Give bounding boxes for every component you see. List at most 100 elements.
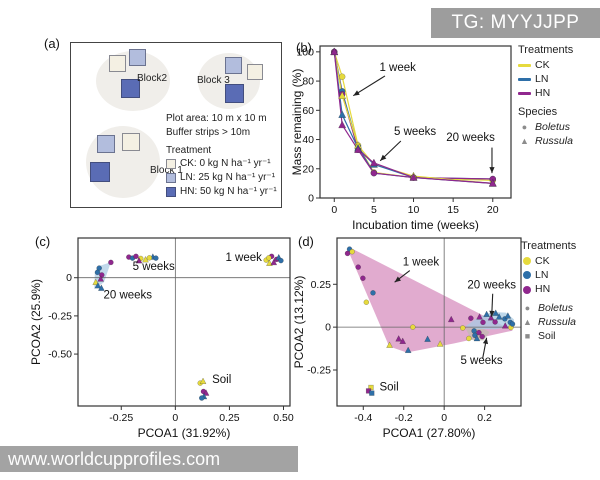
- data-point: [94, 269, 101, 276]
- ck-legend-label: CK: 0 kg N ha⁻¹ yr⁻¹: [180, 158, 271, 169]
- legend-panel-b: Treatments CK LN HN Species ● Boletus ▲ …: [518, 42, 573, 149]
- plot-box: [336, 237, 522, 407]
- data-point: [94, 281, 102, 289]
- y-tick-label: 0: [325, 322, 331, 334]
- data-point: [370, 290, 376, 296]
- data-point: [369, 158, 378, 167]
- data-point: [509, 321, 516, 327]
- data-point: [344, 250, 351, 257]
- y-tick-label: -0.50: [48, 349, 72, 361]
- cluster-label: 20 weeks: [103, 289, 152, 301]
- treatment-legend-title: Treatment: [166, 145, 212, 156]
- data-point: [399, 337, 407, 344]
- legend-d-ln-label: LN: [535, 268, 549, 281]
- x-tick-label: 0.50: [273, 412, 294, 424]
- annotation-label: 5 weeks: [460, 355, 502, 367]
- data-point: [266, 255, 272, 261]
- legend-panel-d: Treatments CK LN HN ● Boletus ▲ Russula …: [521, 238, 576, 345]
- y-tick-label: 60: [302, 105, 314, 117]
- data-point: [278, 257, 284, 264]
- buffer-strips-text: Buffer strips > 10m: [166, 127, 251, 138]
- data-point: [472, 332, 478, 339]
- cluster-label: 5 weeks: [133, 261, 175, 273]
- data-point: [488, 178, 497, 187]
- hn-swatch: [166, 186, 176, 197]
- data-point: [471, 328, 477, 334]
- data-point: [370, 169, 378, 177]
- data-point: [487, 313, 495, 321]
- y-axis-label: PCOA2 (13.12%): [292, 276, 306, 369]
- data-point: [97, 275, 105, 282]
- data-point: [199, 377, 207, 385]
- treatment-legend-ln: LN: 25 kg N ha⁻¹ yr⁻¹: [166, 172, 275, 183]
- x-tick-label: -0.25: [109, 412, 133, 424]
- block3-ln-plot: [225, 57, 242, 74]
- legend-b-russula-label: Russula: [535, 135, 573, 147]
- data-point: [349, 248, 355, 255]
- legend-b-item-ck: CK: [518, 59, 573, 72]
- data-point: [97, 284, 105, 291]
- data-point: [355, 264, 361, 270]
- legend-b-item-boletus: ● Boletus: [518, 121, 573, 134]
- legend-d-item-ln: LN: [521, 269, 576, 282]
- panel-c-pcoa-chart: -0.25 0 0.25 0.50 0 -0.25 -0.50 PCOA1 (31.92%) P…: [29, 234, 294, 440]
- boletus-circle-icon: ●: [524, 303, 531, 314]
- panel-label: (d): [298, 234, 314, 249]
- x-tick-label: -0.4: [354, 412, 372, 424]
- cluster-label: Soil: [379, 382, 398, 394]
- y-axis-label: PCOA2 (25.9%): [29, 279, 43, 365]
- legend-d-boletus-label: Boletus: [538, 302, 574, 315]
- legend-d-item-russula: ▲ Russula: [521, 316, 576, 329]
- y-tick-label: 0: [66, 272, 72, 284]
- data-point: [409, 173, 418, 181]
- data-point: [270, 258, 278, 266]
- data-point: [338, 120, 347, 129]
- y-tick-label: 20: [302, 163, 314, 175]
- data-point: [153, 255, 159, 261]
- data-point: [424, 335, 431, 342]
- block2-hn-plot: [121, 79, 140, 98]
- data-point: [436, 340, 444, 347]
- data-point: [330, 47, 339, 56]
- legend-d-item-hn: HN: [521, 283, 576, 296]
- data-point: [369, 390, 375, 396]
- y-tick-label: 80: [302, 76, 314, 88]
- x-tick-label: 15: [447, 204, 459, 216]
- annotation-label: 1 week: [379, 62, 416, 74]
- ck-swatch: [166, 158, 176, 169]
- annotation-arrowhead: [394, 276, 401, 283]
- hn-line-swatch: [518, 92, 531, 96]
- data-point: [473, 334, 481, 342]
- data-point: [202, 389, 210, 396]
- annotation-arrowhead: [353, 90, 360, 96]
- data-point: [404, 346, 412, 354]
- data-point: [198, 395, 205, 401]
- legend-b-ln-label: LN: [535, 72, 549, 85]
- legend-d-hn-label: HN: [535, 283, 551, 295]
- data-point: [395, 335, 403, 342]
- ck-dot-swatch: [523, 257, 531, 266]
- data-point: [479, 333, 485, 340]
- x-tick-label: 0: [331, 204, 337, 216]
- legend-b-hn-label: HN: [535, 87, 551, 99]
- block-2-label: Block2: [137, 73, 168, 84]
- legend-b-boletus-label: Boletus: [535, 120, 571, 133]
- legend-b-item-russula: ▲ Russula: [518, 135, 573, 148]
- legend-b-species-title: Species: [518, 106, 558, 119]
- legend-b-ck-label: CK: [535, 58, 550, 71]
- block-3-label: Block 3: [197, 75, 230, 86]
- boletus-circle-icon: ●: [521, 121, 528, 132]
- annotation-arrowhead: [489, 167, 495, 174]
- treatment-legend-ck: CK: 0 kg N ha⁻¹ yr⁻¹: [166, 158, 271, 169]
- series-line-CK-Russula: [333, 51, 493, 184]
- data-point: [495, 313, 503, 320]
- watermark-telegram-tag: TG: MYYJJPP: [431, 8, 600, 38]
- data-point: [108, 259, 114, 266]
- annotation-label: 1 week: [403, 256, 440, 268]
- ck-line-swatch: [518, 63, 531, 67]
- panel-d-pcoa-chart: -0.4 -0.2 0 0.2 0.25 0 -0.25 PCOA1 (27.80%) PCOA…: [292, 234, 522, 440]
- data-point: [501, 321, 509, 329]
- legend-b-item-hn: HN: [518, 87, 573, 100]
- x-axis-label: PCOA1 (31.92%): [138, 426, 231, 440]
